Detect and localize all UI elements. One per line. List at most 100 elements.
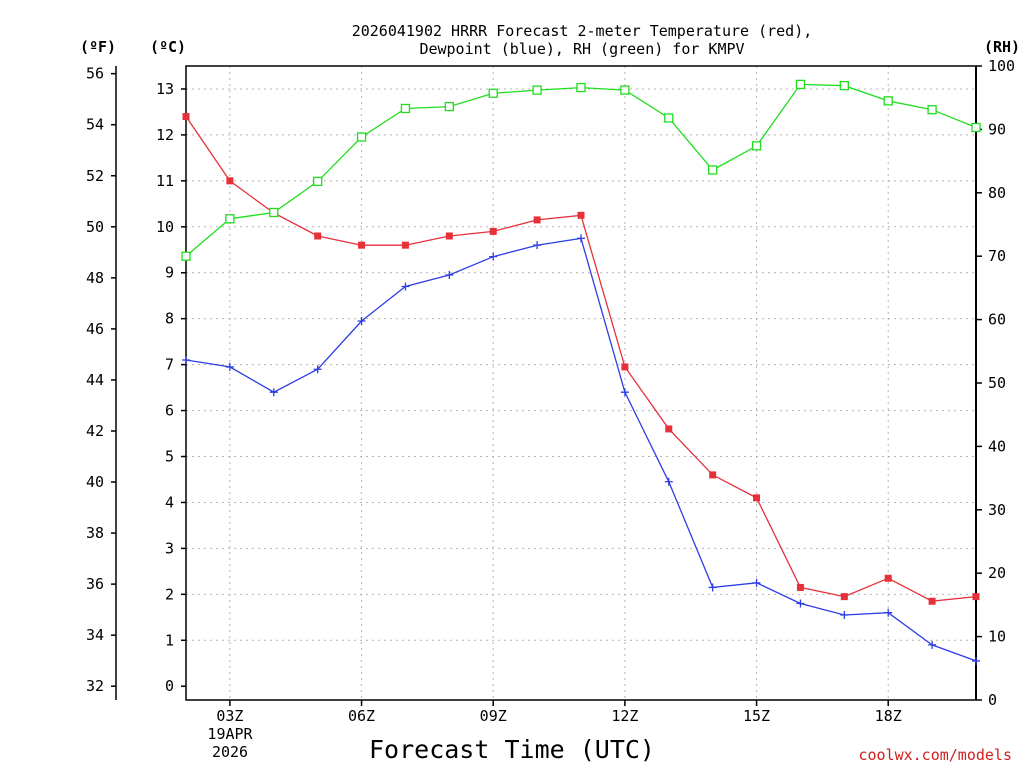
celsius-tick-label: 4 bbox=[165, 493, 174, 511]
dewpoint-point bbox=[225, 362, 234, 371]
temperature-point bbox=[489, 227, 497, 235]
fahrenheit-tick-label: 48 bbox=[86, 269, 104, 287]
fahrenheit-tick-label: 50 bbox=[86, 218, 104, 236]
temperature-point bbox=[314, 232, 322, 240]
temperature-point bbox=[577, 211, 585, 219]
rh-point bbox=[181, 251, 191, 261]
fahrenheit-tick-label: 42 bbox=[86, 422, 104, 440]
temperature-point bbox=[445, 232, 453, 240]
x-tick-label: 09Z bbox=[480, 707, 507, 725]
rh-axis-label: (RH) bbox=[984, 38, 1020, 56]
temperature-point bbox=[796, 583, 804, 591]
dewpoint-point bbox=[620, 388, 629, 397]
celsius-tick-label: 11 bbox=[156, 172, 174, 190]
fahrenheit-tick-label: 46 bbox=[86, 320, 104, 338]
fahrenheit-tick-label: 56 bbox=[86, 65, 104, 83]
gridlines bbox=[186, 66, 976, 700]
fahrenheit-tick-label: 52 bbox=[86, 167, 104, 185]
date-label-day: 19APR bbox=[207, 725, 253, 743]
dewpoint-point bbox=[577, 234, 585, 243]
rh-tick-label: 30 bbox=[988, 501, 1006, 519]
fahrenheit-tick-label: 44 bbox=[86, 371, 104, 389]
dewpoint-point bbox=[313, 365, 322, 374]
celsius-tick-label: 0 bbox=[165, 677, 174, 695]
x-tick-label: 12Z bbox=[611, 707, 638, 725]
dewpoint-point bbox=[664, 477, 673, 486]
celsius-tick-label: 2 bbox=[165, 585, 174, 603]
rh-point bbox=[400, 103, 411, 114]
rh-point bbox=[356, 132, 367, 142]
rh-point bbox=[795, 79, 806, 90]
temperature-point bbox=[884, 574, 892, 582]
rh-tick-label: 60 bbox=[988, 311, 1006, 329]
dewpoint-point bbox=[357, 316, 366, 325]
rh-point bbox=[269, 207, 279, 218]
rh-tick-label: 100 bbox=[988, 57, 1015, 75]
chart-title-line-2: Dewpoint (blue), RH (green) for KMPV bbox=[419, 40, 744, 58]
fahrenheit-axis-label: (ºF) bbox=[80, 38, 116, 56]
fahrenheit-tick-label: 32 bbox=[86, 677, 104, 695]
dewpoint-point bbox=[269, 388, 278, 397]
temperature-point bbox=[709, 471, 717, 479]
fahrenheit-tick-label: 34 bbox=[86, 626, 104, 644]
rh-point bbox=[751, 141, 762, 151]
dewpoint-point bbox=[796, 599, 805, 608]
dewpoint-point bbox=[708, 583, 717, 592]
celsius-tick-label: 8 bbox=[165, 310, 174, 328]
temperature-point bbox=[621, 363, 629, 371]
rh-point bbox=[927, 105, 937, 115]
rh-tick-label: 10 bbox=[988, 628, 1006, 646]
rh-point bbox=[488, 88, 498, 98]
temperature-point bbox=[182, 113, 190, 121]
series-layer bbox=[181, 79, 981, 665]
rh-point bbox=[444, 101, 454, 112]
celsius-tick-label: 10 bbox=[156, 218, 174, 236]
dewpoint-point bbox=[401, 282, 410, 291]
temperature-point bbox=[533, 216, 541, 224]
dewpoint-point bbox=[489, 252, 498, 261]
rh-tick-label: 80 bbox=[988, 184, 1006, 202]
temperature-point bbox=[358, 241, 366, 249]
dewpoint-point bbox=[928, 640, 937, 649]
fahrenheit-tick-label: 38 bbox=[86, 524, 104, 542]
rh-point bbox=[664, 113, 674, 123]
x-tick-label: 15Z bbox=[743, 707, 770, 725]
dewpoint-point bbox=[182, 356, 190, 365]
rh-tick-label: 70 bbox=[988, 247, 1006, 265]
rh-point bbox=[620, 85, 630, 95]
celsius-tick-label: 12 bbox=[156, 126, 174, 144]
rh-tick-label: 0 bbox=[988, 691, 997, 709]
rh-point bbox=[971, 122, 981, 133]
axes: 3234363840424446485052545601234567891011… bbox=[86, 57, 1015, 725]
x-tick-label: 06Z bbox=[348, 707, 375, 725]
temperature-point bbox=[972, 593, 980, 601]
rh-tick-label: 20 bbox=[988, 564, 1006, 582]
dewpoint-point bbox=[445, 271, 454, 280]
celsius-tick-label: 3 bbox=[165, 539, 174, 557]
chart-title-line-1: 2026041902 HRRR Forecast 2-meter Tempera… bbox=[352, 22, 813, 40]
rh-tick-label: 40 bbox=[988, 437, 1006, 455]
rh-point bbox=[883, 96, 893, 106]
rh-tick-label: 50 bbox=[988, 374, 1006, 392]
rh-point bbox=[708, 165, 718, 175]
dewpoint-point bbox=[972, 656, 980, 665]
rh-point bbox=[576, 82, 586, 93]
celsius-tick-label: 13 bbox=[156, 80, 174, 98]
x-tick-label: 03Z bbox=[216, 707, 243, 725]
temperature-point bbox=[226, 177, 234, 185]
dewpoint-point bbox=[752, 578, 761, 587]
celsius-tick-label: 1 bbox=[165, 631, 174, 649]
x-tick-label: 18Z bbox=[875, 707, 902, 725]
rh-point bbox=[313, 176, 323, 187]
temperature-point bbox=[753, 494, 761, 502]
rh-tick-label: 90 bbox=[988, 120, 1006, 138]
celsius-tick-label: 5 bbox=[165, 448, 174, 466]
dewpoint-point bbox=[884, 608, 893, 617]
watermark: coolwx.com/models bbox=[858, 746, 1012, 764]
date-label-year: 2026 bbox=[212, 743, 248, 761]
dewpoint-point bbox=[533, 241, 542, 250]
temperature-point bbox=[840, 593, 848, 601]
rh-point bbox=[225, 214, 235, 224]
